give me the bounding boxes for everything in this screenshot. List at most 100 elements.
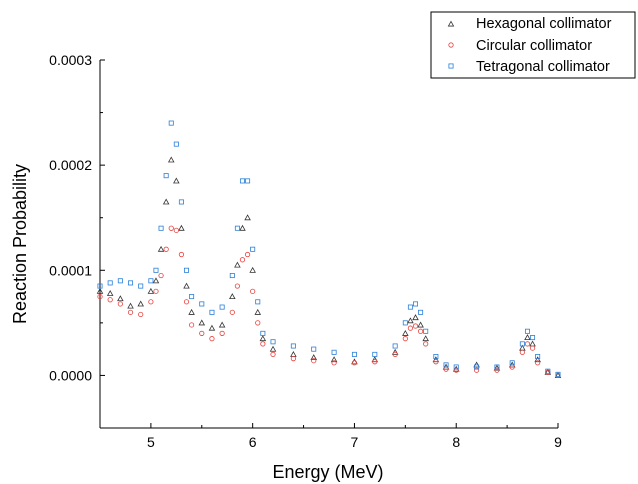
x-axis-title: Energy (MeV) [272,462,383,482]
y-tick-label: 0.0001 [49,262,92,278]
data-point [535,354,541,360]
data-point [229,273,235,279]
data-point [402,329,409,336]
data-point [244,214,251,221]
y-tick-label: 0.0000 [49,367,92,383]
x-tick-label: 8 [452,434,460,450]
data-point [97,283,103,289]
data-point [244,251,251,258]
y-axis-title: Reaction Probability [10,164,30,324]
data-point [173,141,179,147]
data-point [96,287,104,294]
data-point [402,320,408,326]
data-point [260,341,266,347]
data-point [245,178,251,184]
data-point [234,261,241,268]
data-point [97,293,103,300]
data-point [138,311,144,318]
legend: Hexagonal collimator Circular collimator… [430,11,636,79]
data-point [234,225,240,231]
data-point [413,301,419,307]
legend-label-tetragonal: Tetragonal collimator [476,59,610,75]
legend-item-tetragonal: Tetragonal collimator [448,59,610,75]
data-point [432,356,440,363]
data-point [453,364,459,370]
x-tick-label: 5 [147,434,155,450]
data-point [163,246,169,252]
data-point [529,340,536,347]
data-point [371,356,379,363]
data-point [173,177,180,184]
data-point [162,198,170,205]
y-tick-label: 0.0002 [49,157,92,173]
data-point [443,362,449,368]
data-point [519,341,525,347]
legend-item-hexagonal: Hexagonal collimator [447,16,612,32]
data-point [422,335,429,342]
data-point [493,364,501,371]
data-point [153,267,159,273]
data-point [138,283,144,289]
data-point [234,283,240,289]
data-point [494,364,500,370]
data-point [239,257,246,263]
data-point [219,304,225,310]
data-point [311,358,317,364]
data-point [255,299,261,305]
data-point [372,359,378,365]
data-point [524,334,531,341]
data-point [412,323,419,329]
series-circle [97,225,561,379]
data-point [158,225,164,231]
data-point [392,351,398,357]
series-triangle [96,156,562,378]
data-point [351,351,357,357]
data-point [433,354,439,360]
data-point [423,341,429,347]
data-point [330,356,338,363]
legend-label-hexagonal: Hexagonal collimator [476,16,612,32]
data-point [407,304,413,310]
data-point [209,336,215,342]
data-point [418,309,424,315]
y-tick-label: 0.0003 [49,52,92,68]
data-point [167,156,175,163]
data-point [184,267,190,273]
data-point [147,287,155,294]
data-point [158,272,164,279]
data-point [417,321,424,328]
data-point [555,371,561,377]
data-point [270,339,276,345]
data-point [153,288,159,294]
legend-box [430,11,636,79]
data-point [254,308,262,315]
data-point [163,173,169,179]
y-ticks: 0.0000 0.0001 0.0002 0.0003 [49,52,105,429]
data-point [168,120,174,126]
data-point [535,360,541,366]
data-point [173,227,179,233]
legend-label-circular: Circular collimator [476,38,592,54]
data-point [229,293,236,300]
data-point [148,278,154,284]
data-point [269,345,277,352]
data-point [209,309,215,315]
data-point [249,266,256,273]
x-ticks: 5 6 7 8 9 [99,423,562,450]
data-point [106,289,114,296]
data-point [494,367,500,373]
data-point [219,330,225,336]
data-point [178,224,185,231]
data-point [412,314,419,321]
data-point [509,360,515,366]
data-point [407,317,414,324]
data-point [117,278,123,284]
data-point [178,199,184,205]
data-point [152,277,160,284]
data-point [290,356,296,362]
legend-triangle-marker [447,20,455,27]
data-point [239,178,245,184]
data-point [188,308,195,315]
data-point [127,309,134,315]
data-point [270,351,276,357]
